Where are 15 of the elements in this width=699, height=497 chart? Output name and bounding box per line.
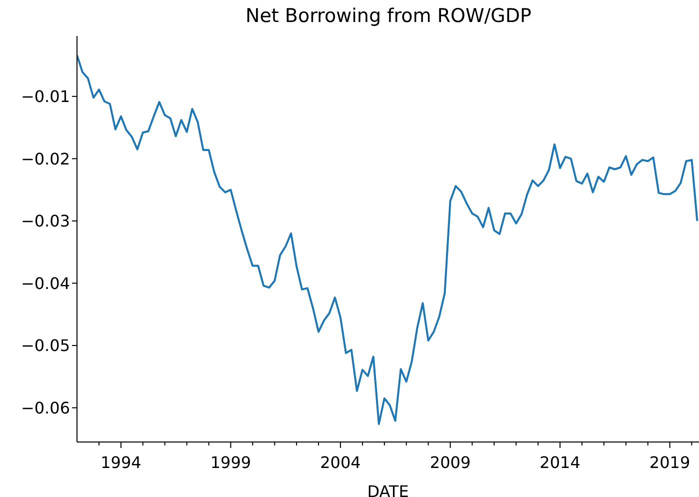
y-tick-label: −0.01	[20, 87, 70, 106]
y-tick-label: −0.04	[20, 274, 70, 293]
x-axis-title: DATE	[367, 482, 409, 497]
chart-title: Net Borrowing from ROW/GDP	[244, 5, 532, 27]
y-tick-label: −0.02	[20, 149, 70, 168]
x-tick-label: 1999	[210, 453, 252, 472]
line-series	[77, 54, 698, 425]
y-tick-label: −0.05	[20, 336, 70, 356]
x-tick-label: 2009	[430, 453, 471, 472]
x-tick-label: 2019	[649, 453, 690, 472]
x-tick-label: 2014	[540, 453, 580, 472]
y-tick-label: −0.03	[20, 212, 70, 231]
x-tick-label: 2004	[320, 453, 361, 472]
x-tick-label: 1994	[100, 453, 142, 472]
y-tick-label: −0.06	[20, 398, 70, 418]
